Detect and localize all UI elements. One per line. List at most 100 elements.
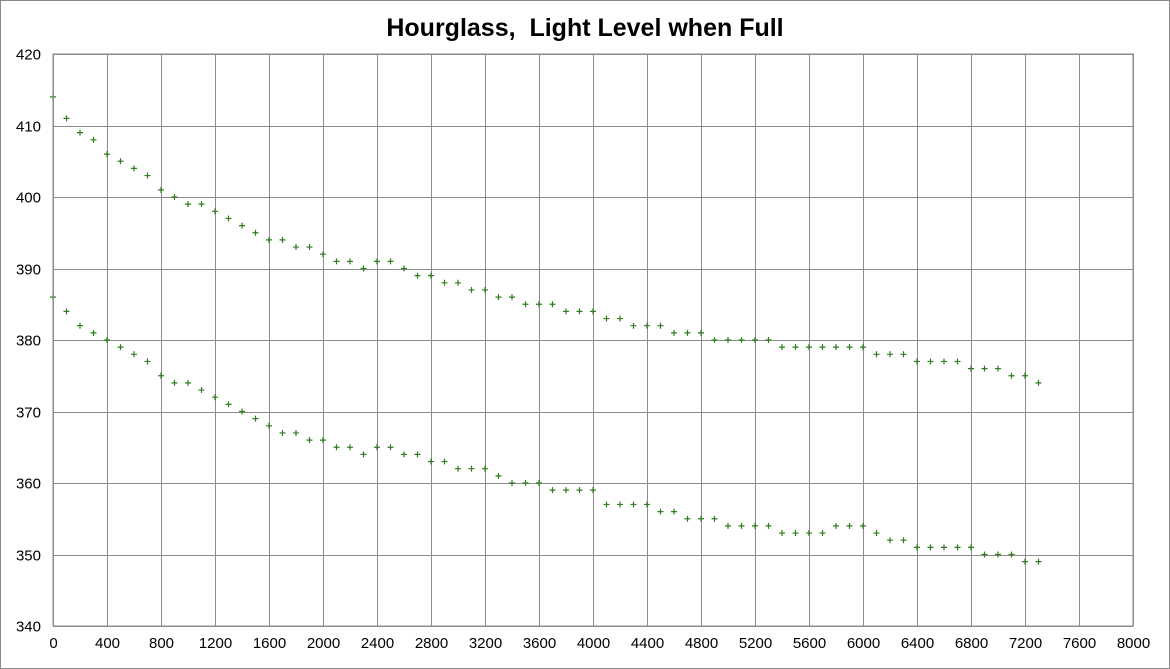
data-point <box>63 308 70 315</box>
data-point <box>90 329 97 336</box>
data-point <box>117 344 124 351</box>
y-tick-label: 380 <box>16 333 41 350</box>
x-tick-label: 8000 <box>1117 635 1150 652</box>
x-tick-label: 2400 <box>361 635 394 652</box>
data-point <box>644 322 650 329</box>
y-tick-label: 390 <box>16 262 41 279</box>
y-tick-label: 410 <box>16 119 41 136</box>
data-point <box>671 508 677 515</box>
data-point <box>617 315 623 322</box>
data-point <box>873 530 880 537</box>
data-point <box>900 537 907 544</box>
x-tick-label: 3200 <box>469 635 502 652</box>
data-point <box>77 322 83 329</box>
x-tick-label: 6400 <box>901 635 934 652</box>
x-tick-label: 400 <box>95 635 120 652</box>
data-point <box>941 544 947 551</box>
data-point <box>252 415 259 422</box>
data-point <box>374 444 380 451</box>
data-point <box>225 401 232 408</box>
data-point <box>252 229 259 236</box>
data-point <box>576 308 583 315</box>
data-point <box>509 480 515 486</box>
plot-border <box>52 53 1134 627</box>
data-point <box>401 265 407 272</box>
x-tick-label: 7600 <box>1063 635 1096 652</box>
data-point <box>104 151 110 158</box>
data-point <box>293 429 299 436</box>
data-point <box>198 201 205 208</box>
data-point <box>131 351 137 358</box>
data-point <box>320 251 326 258</box>
data-point <box>900 351 907 358</box>
data-point <box>630 322 637 329</box>
x-tick-label: 6800 <box>955 635 988 652</box>
data-point <box>441 458 448 465</box>
data-point <box>657 322 664 329</box>
data-point <box>495 472 502 479</box>
series-1 <box>50 93 1042 386</box>
data-point <box>522 480 529 486</box>
data-point <box>914 358 920 365</box>
data-point <box>441 279 448 286</box>
data-point <box>887 537 893 544</box>
data-point <box>968 544 974 551</box>
data-point <box>360 265 367 272</box>
data-point <box>347 258 353 265</box>
data-point <box>306 437 313 444</box>
data-point <box>846 522 853 529</box>
data-point <box>819 530 826 537</box>
data-point <box>725 522 731 529</box>
data-point <box>1022 372 1028 379</box>
x-tick-label: 2000 <box>307 635 340 652</box>
data-point <box>509 294 515 301</box>
data-point <box>536 301 542 308</box>
data-point <box>995 365 1001 372</box>
x-tick-label: 4000 <box>577 635 610 652</box>
data-point <box>117 158 124 165</box>
data-point <box>90 136 97 143</box>
data-point <box>455 465 461 472</box>
data-point <box>549 487 556 494</box>
data-point <box>549 301 556 308</box>
y-tick-label: 400 <box>16 190 41 207</box>
x-tick-label: 0 <box>49 635 57 652</box>
data-point <box>576 487 583 494</box>
data-point <box>752 522 758 529</box>
data-point <box>401 451 407 458</box>
data-point <box>671 329 677 336</box>
data-points <box>50 93 1042 565</box>
data-point <box>1035 558 1042 565</box>
data-point <box>752 337 758 343</box>
data-point <box>617 501 623 508</box>
data-point <box>806 530 812 537</box>
data-point <box>765 337 772 343</box>
data-point <box>144 172 151 179</box>
data-point <box>374 258 380 265</box>
data-point <box>981 365 988 372</box>
data-point <box>779 530 785 537</box>
x-tick-label: 4400 <box>631 635 664 652</box>
y-tick-label: 420 <box>16 47 41 64</box>
x-tick-label: 6000 <box>847 635 880 652</box>
data-point <box>927 544 934 551</box>
data-point <box>293 244 299 251</box>
x-tick-label: 4800 <box>685 635 718 652</box>
data-point <box>684 329 691 336</box>
data-point <box>954 544 961 551</box>
data-point <box>860 344 866 351</box>
data-point <box>185 379 191 386</box>
data-point <box>104 337 110 343</box>
data-point <box>131 165 137 172</box>
data-point <box>536 480 542 486</box>
data-point <box>171 379 178 386</box>
data-point <box>185 201 191 208</box>
data-point <box>279 429 286 436</box>
data-point <box>428 458 434 465</box>
data-point <box>212 394 218 401</box>
data-point <box>792 530 799 537</box>
data-point <box>482 286 488 293</box>
data-point <box>968 365 974 372</box>
data-point <box>698 329 704 336</box>
data-point <box>657 508 664 515</box>
